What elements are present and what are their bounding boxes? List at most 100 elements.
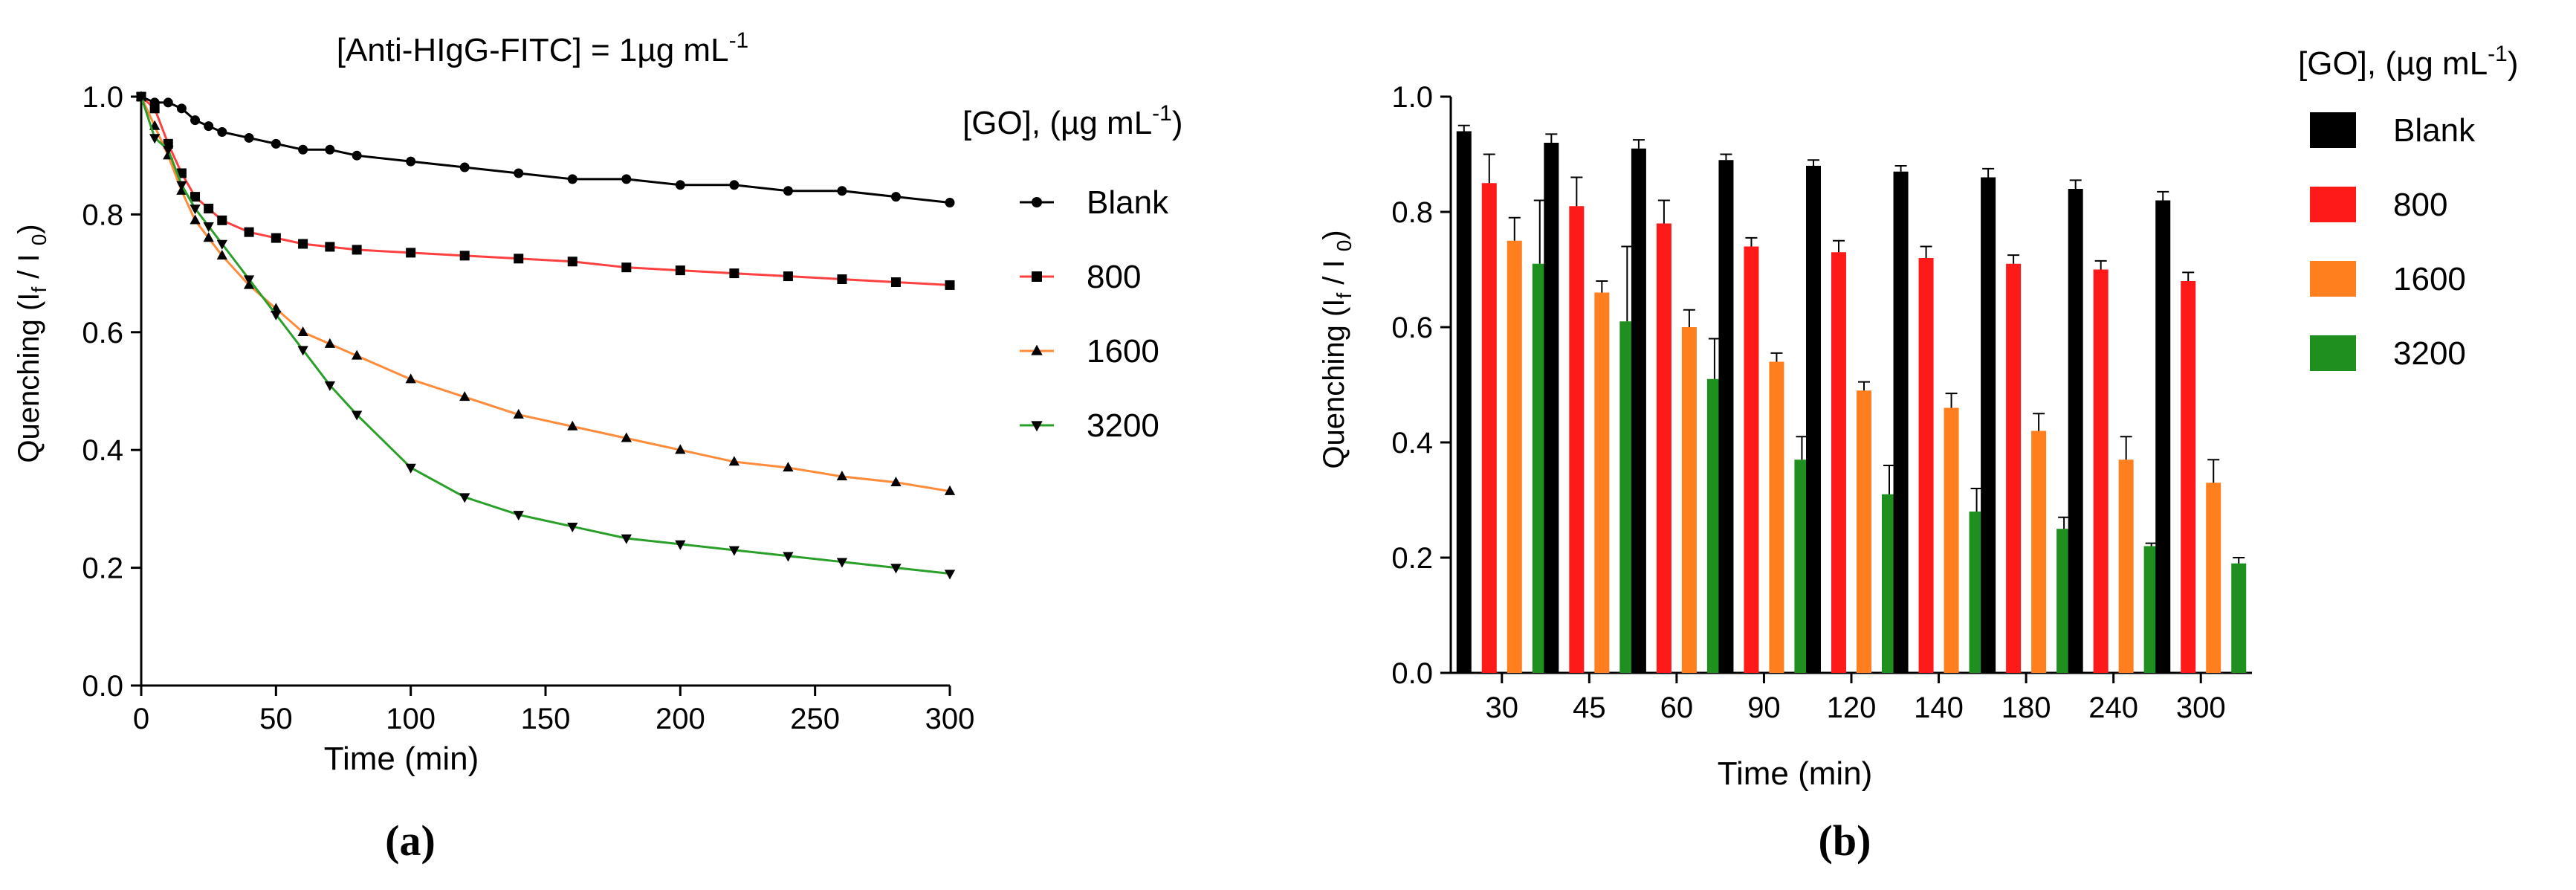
series-3200-point xyxy=(203,222,214,233)
panel-b-ylabel: Quenching (If / I 0) xyxy=(1318,230,1356,468)
bar-blank-30 xyxy=(1456,131,1472,673)
panel-b-y-tick-label: 0.0 xyxy=(1391,657,1433,690)
panel-a-legend: Blank 800 1600 3200 xyxy=(1020,184,1169,444)
series-3200-point xyxy=(297,346,308,356)
panel-a-x-tick-label: 0 xyxy=(133,703,149,735)
series-blank-point xyxy=(729,180,740,190)
series-blank-point xyxy=(204,121,214,132)
panel-a-x-tick-label: 100 xyxy=(386,703,436,735)
panel-a-xlabel: Time (min) xyxy=(324,741,479,777)
series-3200-point xyxy=(405,463,416,474)
series-1600-point xyxy=(324,338,336,348)
bar-800-140 xyxy=(1918,258,1934,673)
series-1600-point xyxy=(351,349,363,360)
legend-a-1600-marker xyxy=(1031,344,1043,355)
panel-b-label: (b) xyxy=(1819,816,1871,865)
series-blank-point xyxy=(271,138,281,149)
bar-blank-300 xyxy=(2155,200,2171,673)
series-800-point xyxy=(514,254,524,264)
panel-b-legend-title: [GO], (µg mL-1) xyxy=(2298,42,2519,82)
series-3200-point xyxy=(163,146,174,156)
bar-1600-45 xyxy=(1594,292,1610,673)
panel-a-x-tick-label: 250 xyxy=(790,703,840,735)
panel-b-bars xyxy=(1456,124,2247,673)
bar-1600-240 xyxy=(2118,459,2134,673)
series-800-point xyxy=(271,233,281,243)
panel-b-x-tick-label: 300 xyxy=(2176,691,2226,724)
series-blank-point xyxy=(621,174,632,184)
bar-3200-180 xyxy=(2056,529,2072,673)
series-800-point xyxy=(217,215,227,225)
series-3200-point xyxy=(190,204,201,215)
series-800-point xyxy=(149,103,160,114)
legend-b-1600-swatch xyxy=(2310,261,2356,297)
series-1600-point xyxy=(783,462,794,472)
bar-800-30 xyxy=(1481,183,1497,673)
bar-blank-45 xyxy=(1544,143,1559,673)
panel-b-xlabel: Time (min) xyxy=(1718,755,1873,792)
panel-b-axes: 0.0 0.2 0.4 0.6 0.8 1.0 30 45 60 90 120 140 180 240 30… xyxy=(1391,81,2252,724)
series-blank-point xyxy=(945,198,955,208)
legend-a-blank-label: Blank xyxy=(1087,184,1169,221)
bar-1600-60 xyxy=(1681,327,1697,673)
series-800-point xyxy=(244,227,254,237)
series-800-point xyxy=(621,262,632,273)
series-1600-point xyxy=(405,373,416,384)
series-800-point xyxy=(325,242,335,252)
legend-b-blank-label: Blank xyxy=(2393,112,2476,149)
legend-a-3200-marker xyxy=(1031,421,1043,432)
panel-b-x-tick-label: 180 xyxy=(2001,691,2051,724)
bar-3200-120 xyxy=(1882,494,1897,673)
bar-3200-60 xyxy=(1706,378,1722,673)
series-800-point xyxy=(890,277,901,287)
panel-a-title: [Anti-HIgG-FITC] = 1µg mL-1 xyxy=(337,28,749,68)
series-blank-point xyxy=(890,192,901,202)
panel-b-x-tick-label: 240 xyxy=(2088,691,2138,724)
series-800-point xyxy=(190,192,201,202)
series-3200-point xyxy=(243,275,255,286)
panel-a-y-tick-label: 1.0 xyxy=(82,81,123,114)
series-3200-point xyxy=(176,181,187,191)
series-1600-point xyxy=(459,391,470,402)
bar-3200-300 xyxy=(2231,563,2247,673)
panel-a-x-tick-label: 300 xyxy=(925,703,975,735)
series-3200-line xyxy=(140,96,951,575)
panel-a-y-tick-label: 0.8 xyxy=(82,199,123,231)
series-800-point xyxy=(729,268,740,279)
series-blank-point xyxy=(298,144,308,155)
series-3200-point xyxy=(135,92,147,103)
series-1600-point xyxy=(890,476,902,486)
series-3200-point xyxy=(836,558,848,568)
bar-blank-90 xyxy=(1718,160,1734,673)
panel-a-label: (a) xyxy=(385,816,436,865)
series-blank-line xyxy=(140,95,951,204)
series-3200-point xyxy=(216,239,227,250)
panel-a-y-tick-label: 0.2 xyxy=(82,552,123,585)
bar-blank-180 xyxy=(1981,177,1996,673)
series-1600-point xyxy=(675,444,686,454)
panel-a-legend-title: [GO], (µg mL-1) xyxy=(962,101,1183,141)
bar-blank-60 xyxy=(1631,148,1646,673)
panel-a-x-tick-label: 200 xyxy=(656,703,705,735)
series-blank-point xyxy=(217,127,227,138)
bar-800-60 xyxy=(1656,223,1672,673)
series-1600-point xyxy=(203,232,214,242)
bar-800-45 xyxy=(1569,206,1585,673)
series-1600-line xyxy=(140,96,951,493)
series-1600-point xyxy=(216,250,227,260)
series-3200-point xyxy=(513,511,524,521)
series-1600-point xyxy=(567,420,578,431)
legend-a-blank-marker xyxy=(1032,197,1042,207)
legend-b-800-swatch xyxy=(2310,187,2356,222)
panel-b-y-tick-label: 1.0 xyxy=(1391,81,1433,114)
series-800-point xyxy=(406,248,416,258)
panel-b-x-tick-label: 120 xyxy=(1827,691,1877,724)
bar-1600-300 xyxy=(2206,483,2221,673)
series-800-point xyxy=(459,251,470,261)
series-3200-point xyxy=(728,546,740,556)
bar-800-120 xyxy=(1831,252,1846,673)
series-3200-point xyxy=(324,381,336,391)
bar-3200-30 xyxy=(1532,263,1547,673)
series-blank-point xyxy=(406,156,416,167)
